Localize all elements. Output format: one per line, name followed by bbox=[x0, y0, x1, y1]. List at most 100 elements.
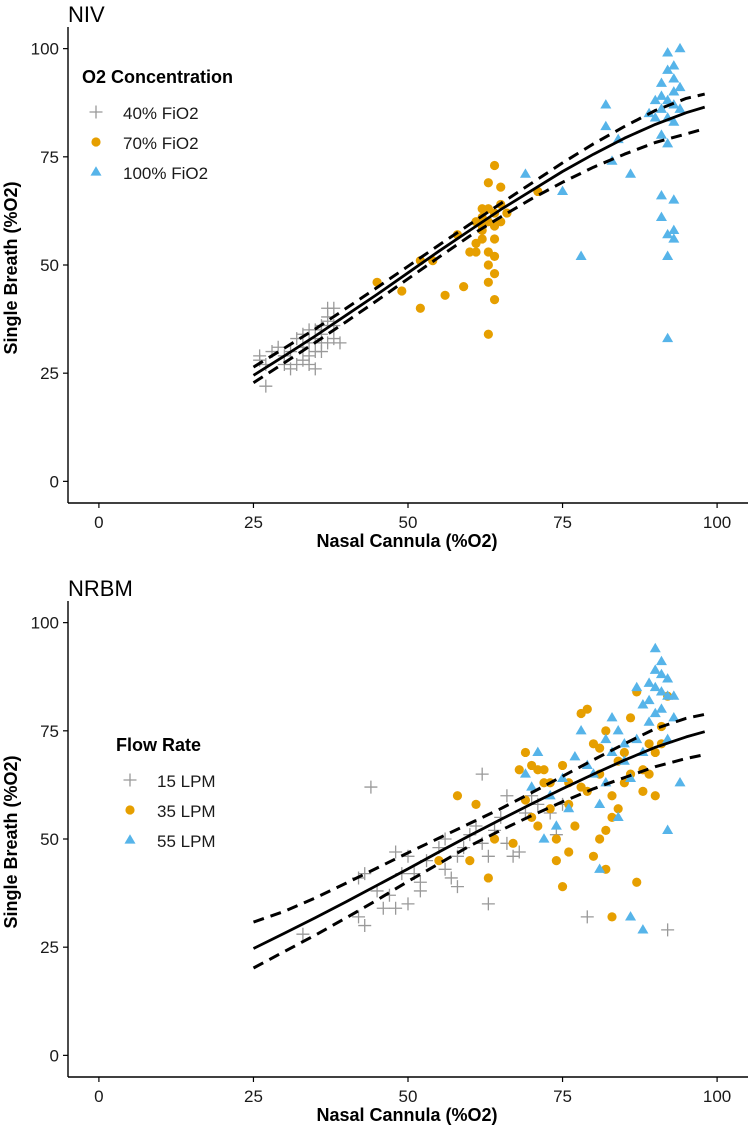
data-point bbox=[632, 877, 642, 887]
data-point bbox=[655, 211, 667, 221]
data-point bbox=[674, 42, 686, 53]
data-point bbox=[601, 726, 611, 736]
data-point bbox=[569, 750, 581, 761]
data-point bbox=[644, 739, 654, 749]
data-point bbox=[550, 820, 562, 830]
legend-key-plus bbox=[123, 773, 137, 787]
legend-label-100: 100% FiO2 bbox=[123, 164, 208, 183]
chart-panel-nrbm: NRBM 0 25 50 75 100 0 25 50 75 100 Nasal Cannula … bbox=[1, 576, 748, 1125]
data-point bbox=[600, 99, 612, 109]
legend-label-55: 55 LPM bbox=[157, 832, 216, 851]
data-point bbox=[563, 802, 575, 813]
data-point bbox=[397, 286, 407, 296]
data-point bbox=[545, 804, 555, 814]
data-point bbox=[649, 681, 661, 692]
legend-label-35: 35 LPM bbox=[157, 802, 216, 821]
data-point bbox=[662, 47, 674, 57]
data-point bbox=[637, 924, 649, 934]
data-point bbox=[588, 851, 599, 861]
data-point bbox=[619, 747, 629, 758]
data-point bbox=[607, 912, 617, 922]
data-point bbox=[637, 699, 649, 709]
data-point bbox=[489, 234, 500, 244]
legend-key-plus bbox=[89, 105, 103, 119]
data-point bbox=[271, 340, 285, 354]
legend-flow-rate: Flow Rate 15 LPM 35 LPM 55 LPM bbox=[116, 735, 216, 851]
data-point bbox=[655, 90, 667, 100]
data-point bbox=[483, 873, 493, 883]
data-point bbox=[389, 901, 403, 915]
legend-key-triangle bbox=[90, 166, 102, 176]
series-55-lpm bbox=[519, 642, 686, 934]
data-point bbox=[358, 867, 372, 881]
y-tick-label: 50 bbox=[40, 256, 59, 275]
legend-key-circle bbox=[91, 137, 101, 147]
data-point bbox=[557, 185, 569, 196]
data-point bbox=[575, 725, 587, 735]
data-point bbox=[481, 849, 495, 863]
x-tick-label: 50 bbox=[399, 1087, 418, 1106]
data-point bbox=[434, 856, 444, 866]
data-point bbox=[655, 129, 667, 139]
data-point bbox=[557, 760, 568, 771]
panel-title-niv: NIV bbox=[68, 2, 105, 27]
data-point bbox=[649, 94, 661, 105]
series-70-fio2 bbox=[372, 160, 543, 339]
data-point bbox=[477, 234, 487, 244]
data-point bbox=[600, 120, 612, 131]
data-point bbox=[471, 799, 481, 809]
y-tick-label: 25 bbox=[40, 364, 59, 383]
data-point bbox=[655, 668, 667, 679]
data-point bbox=[358, 919, 372, 933]
x-tick-label: 25 bbox=[244, 1087, 263, 1106]
fit-line bbox=[252, 730, 706, 950]
x-axis-title: Nasal Cannula (%O2) bbox=[316, 531, 497, 551]
data-point bbox=[415, 303, 425, 313]
y-axis-title: Single Breath (%O2) bbox=[1, 181, 21, 354]
data-point bbox=[638, 786, 648, 797]
data-point bbox=[570, 821, 580, 831]
data-point bbox=[668, 224, 680, 234]
data-point bbox=[489, 269, 500, 279]
data-point bbox=[483, 260, 493, 270]
data-point bbox=[662, 138, 674, 148]
data-point bbox=[625, 713, 636, 723]
x-tick-label: 100 bbox=[703, 1087, 731, 1106]
y-tick-label: 75 bbox=[40, 722, 59, 741]
legend-label-40: 40% FiO2 bbox=[123, 104, 199, 123]
series-35-lpm bbox=[434, 687, 673, 922]
x-tick-label: 75 bbox=[553, 513, 572, 532]
data-point bbox=[465, 856, 475, 866]
legend-label-15: 15 LPM bbox=[157, 772, 216, 791]
data-point bbox=[655, 655, 667, 666]
data-point bbox=[512, 845, 526, 859]
data-point bbox=[519, 168, 531, 178]
data-point bbox=[551, 834, 561, 844]
legend-title: O2 Concentration bbox=[82, 67, 233, 87]
data-point bbox=[668, 194, 680, 204]
data-point bbox=[612, 811, 624, 821]
data-point bbox=[668, 86, 680, 96]
data-point bbox=[650, 747, 660, 758]
data-point bbox=[618, 738, 630, 748]
data-point bbox=[327, 301, 341, 315]
y-tick-label: 75 bbox=[40, 148, 59, 167]
data-point bbox=[557, 772, 569, 783]
x-axis-title: Nasal Cannula (%O2) bbox=[316, 1105, 497, 1125]
data-point bbox=[538, 833, 550, 843]
fit-ci-upper-line bbox=[253, 712, 706, 924]
data-point bbox=[668, 233, 680, 243]
data-point bbox=[481, 897, 495, 911]
data-point bbox=[489, 295, 500, 305]
data-point bbox=[489, 160, 500, 171]
x-tick-label: 75 bbox=[553, 1087, 572, 1106]
fit-ci-lower-line bbox=[252, 127, 706, 384]
data-point bbox=[594, 863, 606, 873]
chart-panel-niv: NIV 0 25 50 75 100 0 25 50 75 100 Nasal Cannula (… bbox=[1, 2, 748, 551]
data-point bbox=[655, 189, 667, 200]
data-point bbox=[606, 712, 618, 722]
x-tick-label: 50 bbox=[399, 513, 418, 532]
data-point bbox=[483, 178, 493, 188]
data-point bbox=[582, 704, 592, 714]
plot-area-nrbm: 0 25 50 75 100 0 25 50 75 100 bbox=[31, 601, 748, 1106]
